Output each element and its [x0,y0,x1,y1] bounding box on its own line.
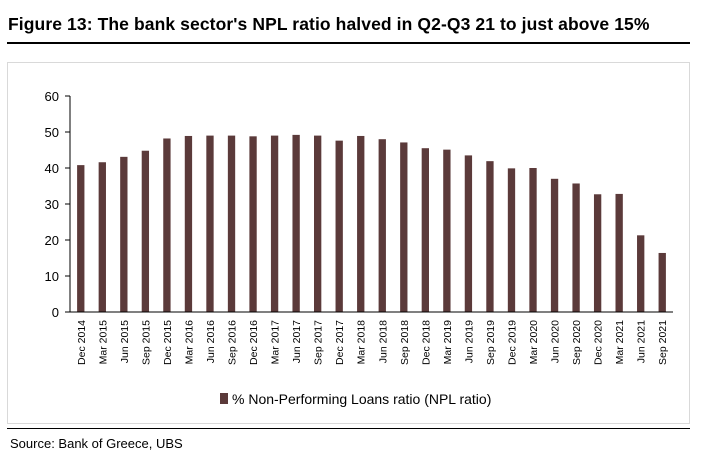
x-tick-label: Dec 2020 [593,320,605,365]
x-tick-label: Jun 2019 [463,320,475,363]
bar [335,140,343,312]
x-tick-label: Mar 2020 [528,320,540,365]
bar [464,155,473,312]
x-tick-label: Dec 2017 [334,320,346,365]
x-tick-label: Jun 2017 [291,320,303,363]
bar [572,183,580,312]
x-tick-label: Sep 2015 [140,320,152,365]
bar [292,134,300,312]
x-tick-label: Dec 2016 [248,320,260,365]
bar [227,135,236,312]
bar [593,194,602,312]
npl-ratio-bar-chart: 0 10 20 30 40 50 60 Dec 2014 Mar 2015 Jun 2015 Se… [45,89,673,407]
figure-title: Figure 13: The bank sector's NPL ratio h… [8,14,650,34]
bar [443,149,451,312]
y-tick-label: 30 [45,197,59,212]
x-tick-label: Mar 2021 [614,320,626,365]
bar-series [77,134,666,312]
bar [378,139,386,312]
x-axis: Dec 2014 Mar 2015 Jun 2015 Sep 2015 Dec 2015… [76,320,669,365]
x-tick-label: Jun 2021 [636,320,648,363]
x-tick-label: Sep 2021 [657,320,669,365]
bar [77,165,85,312]
x-tick-label: Mar 2019 [442,320,454,365]
x-tick-label: Jun 2016 [205,320,217,363]
x-tick-label: Sep 2018 [399,320,411,365]
bar [120,156,128,312]
y-tick-label: 50 [45,125,59,140]
bar [163,138,171,312]
y-tick-label: 20 [45,233,59,248]
bar [421,148,430,312]
y-tick-label: 40 [45,161,59,176]
x-tick-label: Jun 2020 [550,320,562,363]
source-divider [7,428,690,429]
y-axis: 0 10 20 30 40 50 60 [45,89,70,320]
bar [486,161,494,312]
bar [507,168,516,312]
y-tick-label: 10 [45,269,59,284]
x-tick-label: Jun 2015 [119,320,131,363]
x-tick-label: Mar 2015 [97,320,109,365]
title-divider [7,42,690,44]
bar [400,142,408,312]
bar [658,252,666,312]
legend: % Non-Performing Loans ratio (NPL ratio) [220,391,491,407]
bar [550,178,559,312]
x-tick-label: Dec 2018 [420,320,432,365]
bar [98,162,106,312]
x-tick-label: Sep 2019 [485,320,497,365]
bar [249,136,257,312]
x-tick-label: Sep 2016 [227,320,239,365]
bar [615,193,623,312]
bar [529,168,537,312]
x-tick-label: Dec 2014 [76,320,88,365]
x-tick-label: Sep 2017 [313,320,325,365]
bar [141,150,150,312]
x-tick-label: Dec 2019 [506,320,518,365]
x-tick-label: Mar 2016 [183,320,195,365]
bar [637,235,645,312]
x-tick-label: Jun 2018 [377,320,389,363]
y-tick-label: 0 [52,305,59,320]
bar [206,135,214,312]
legend-label: % Non-Performing Loans ratio (NPL ratio) [232,391,491,407]
x-tick-label: Dec 2015 [162,320,174,365]
x-tick-label: Mar 2018 [356,320,368,365]
source-note: Source: Bank of Greece, UBS [10,436,183,451]
chart-frame [7,62,690,424]
y-tick-label: 60 [45,89,59,104]
x-tick-label: Sep 2020 [571,320,583,365]
bar [270,135,279,312]
bar [184,135,193,312]
bar [313,135,322,312]
legend-swatch [220,393,228,404]
x-tick-label: Mar 2017 [270,320,282,365]
bar [357,135,365,312]
